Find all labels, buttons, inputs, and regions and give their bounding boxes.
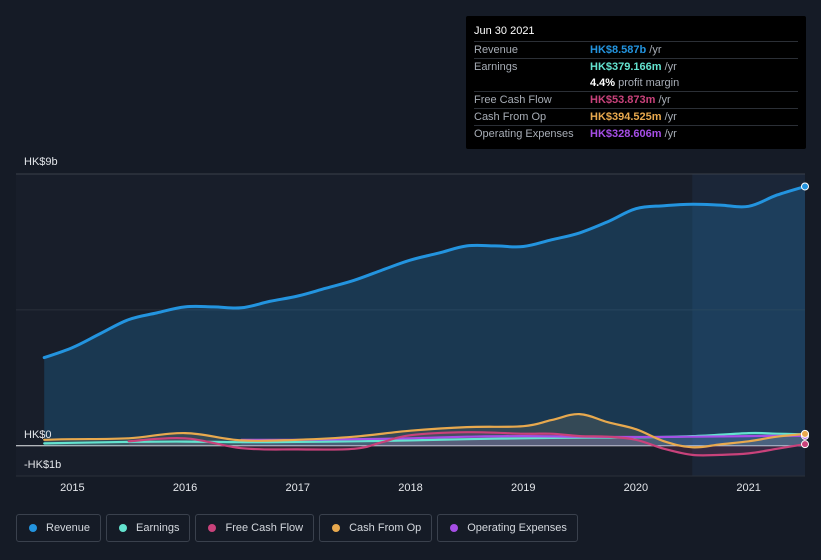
tooltip-row-label: Earnings bbox=[474, 61, 518, 73]
legend-label: Revenue bbox=[46, 522, 91, 534]
x-axis-ticks: 2015 2016 2017 2018 2019 2020 2021 bbox=[60, 482, 761, 494]
tooltip-row-unit: /yr bbox=[664, 111, 677, 123]
tooltip-row-unit: /yr bbox=[664, 128, 677, 140]
x-tick-label: 2019 bbox=[511, 482, 535, 494]
legend-label: Free Cash Flow bbox=[225, 522, 304, 534]
tooltip-row-unit: profit margin bbox=[618, 77, 680, 89]
y-label-top: HK$9b bbox=[24, 156, 58, 168]
x-tick-label: 2016 bbox=[173, 482, 197, 494]
legend-item-revenue[interactable]: Revenue bbox=[16, 514, 102, 542]
tooltip-row-value: HK$8.587b bbox=[590, 44, 647, 56]
tooltip-row: Free Cash Flow HK$53.873m/yr bbox=[474, 91, 798, 108]
legend-label: Cash From Op bbox=[349, 522, 422, 534]
legend-item-operating-expenses[interactable]: Operating Expenses bbox=[437, 514, 578, 542]
tooltip-row-value: 4.4% bbox=[590, 77, 616, 89]
revenue-line bbox=[42, 185, 807, 360]
cash-from-op-line bbox=[43, 412, 807, 449]
tooltip-row-value: HK$379.166m bbox=[590, 61, 662, 73]
x-tick-label: 2015 bbox=[60, 482, 84, 494]
legend-dot-icon bbox=[208, 524, 217, 532]
legend-dot-icon bbox=[450, 524, 459, 532]
tooltip-row-label: Operating Expenses bbox=[474, 128, 574, 140]
x-tick-label: 2021 bbox=[736, 482, 760, 494]
data-tooltip: Jun 30 2021 Revenue HK$8.587b/yr Earnings H… bbox=[466, 16, 806, 149]
series-end-markers bbox=[801, 182, 809, 449]
plot-background bbox=[16, 174, 805, 476]
legend-item-free-cash-flow[interactable]: Free Cash Flow bbox=[195, 514, 315, 542]
tooltip-row: 4.4% profit margin bbox=[474, 75, 798, 91]
tooltip-row: Earnings HK$379.166m/yr bbox=[474, 58, 798, 75]
tooltip-row-label: Revenue bbox=[474, 44, 519, 56]
forecast-highlight-band bbox=[692, 174, 805, 476]
legend-dot-icon bbox=[29, 524, 37, 532]
y-label-zero: HK$0 bbox=[24, 429, 52, 441]
legend-item-earnings[interactable]: Earnings bbox=[106, 514, 191, 542]
tooltip-rows: Revenue HK$8.587b/yr Earnings HK$379.166m/y… bbox=[474, 41, 798, 142]
free-cash-flow-end-marker bbox=[801, 440, 809, 449]
tooltip-row: Revenue HK$8.587b/yr bbox=[474, 41, 798, 58]
earnings-line bbox=[43, 431, 807, 445]
y-label-bottom: -HK$1b bbox=[24, 459, 61, 471]
free-cash-flow-line bbox=[127, 431, 807, 457]
free-cash-flow-area bbox=[128, 432, 805, 456]
cash-from-op-end-marker bbox=[801, 429, 809, 438]
tooltip-row-label: Free Cash Flow bbox=[474, 94, 552, 106]
tooltip-row-unit: /yr bbox=[649, 44, 662, 56]
tooltip-row-value: HK$53.873m bbox=[590, 94, 656, 106]
tooltip-row: Cash From Op HK$394.525m/yr bbox=[474, 108, 798, 125]
x-tick-label: 2017 bbox=[286, 482, 310, 494]
legend-dot-icon bbox=[332, 524, 341, 532]
tooltip-row-label bbox=[474, 75, 590, 91]
x-tick-label: 2020 bbox=[624, 482, 648, 494]
tooltip-date: Jun 30 2021 bbox=[474, 25, 535, 37]
tooltip-row-value: HK$394.525m bbox=[590, 111, 662, 123]
cash-from-op-area bbox=[44, 414, 805, 448]
legend-label: Operating Expenses bbox=[467, 522, 567, 534]
chart-area: HK$9b HK$0 -HK$1b 2015 2016 2017 2018 2019 20… bbox=[16, 156, 809, 494]
tooltip-row-label: Cash From Op bbox=[474, 111, 547, 123]
gridlines bbox=[16, 173, 805, 477]
x-tick-label: 2018 bbox=[398, 482, 422, 494]
revenue-area bbox=[44, 186, 805, 446]
revenue-end-marker bbox=[801, 182, 809, 191]
legend-item-cash-from-op[interactable]: Cash From Op bbox=[319, 514, 433, 542]
tooltip-row-unit: /yr bbox=[664, 61, 677, 73]
tooltip-row-value: HK$328.606m bbox=[590, 128, 662, 140]
legend-label: Earnings bbox=[136, 522, 180, 534]
operating-expenses-line bbox=[240, 434, 807, 441]
tooltip-row-unit: /yr bbox=[658, 94, 671, 106]
series-lines bbox=[42, 185, 807, 457]
tooltip-row: Operating Expenses HK$328.606m/yr bbox=[474, 125, 798, 142]
legend: Revenue Earnings Free Cash Flow Cash From O… bbox=[16, 514, 583, 542]
legend-dot-icon bbox=[119, 524, 128, 532]
